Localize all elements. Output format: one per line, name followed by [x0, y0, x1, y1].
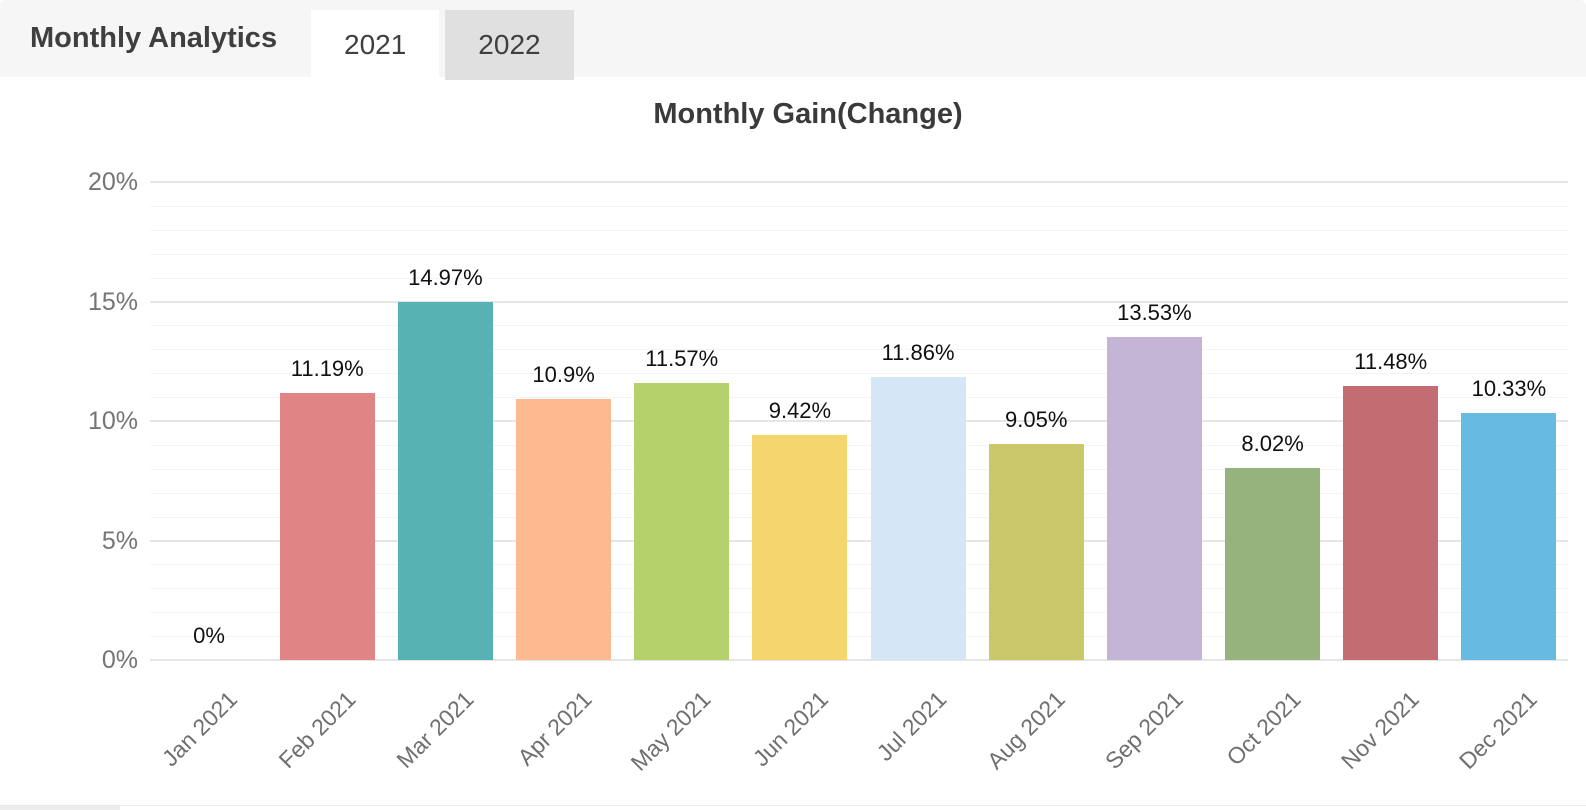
x-axis-label: Jun 2021: [748, 686, 834, 772]
header-bar: Monthly Analytics 2021 2022: [0, 0, 1586, 80]
bar-sep-2021[interactable]: [1106, 336, 1202, 660]
bar-value-label: 0%: [193, 623, 225, 648]
minor-gridline: [150, 492, 1568, 494]
x-axis-label: Nov 2021: [1336, 686, 1425, 775]
major-gridline: [150, 659, 1568, 661]
bar-dec-2021[interactable]: [1461, 413, 1557, 660]
bar-value-label: 13.53%: [1117, 299, 1192, 325]
bar-value-label: 9.05%: [1005, 406, 1068, 432]
x-axis-label: May 2021: [625, 686, 716, 776]
x-axis-label: Apr 2021: [512, 686, 597, 771]
minor-gridline: [150, 516, 1568, 518]
bar-apr-2021[interactable]: [516, 399, 612, 660]
y-axis-label: 15%: [87, 287, 138, 316]
bar-value-label: 14.97%: [408, 265, 483, 291]
y-axis-label: 0%: [101, 646, 138, 674]
bar-aug-2021[interactable]: [988, 443, 1084, 660]
minor-gridline: [150, 229, 1568, 231]
chart-title: Monthly Gain(Change): [653, 98, 963, 130]
x-axis-label: Mar 2021: [391, 686, 479, 774]
year-tabs: 2021 2022: [311, 10, 574, 80]
minor-gridline: [150, 636, 1568, 638]
x-axis-label: Sep 2021: [1099, 686, 1188, 775]
bar-jun-2021[interactable]: [752, 434, 848, 660]
bar-nov-2021[interactable]: [1343, 385, 1439, 660]
bar-value-label: 8.02%: [1241, 431, 1304, 457]
minor-gridline: [150, 444, 1568, 446]
y-axis-label: 10%: [87, 407, 138, 435]
major-gridline: [150, 300, 1568, 303]
bottom-divider: [0, 805, 1586, 806]
bar-jul-2021[interactable]: [870, 376, 966, 660]
x-axis-label: Dec 2021: [1454, 686, 1543, 775]
bottom-left-strip: [0, 805, 120, 810]
minor-gridline: [150, 612, 1568, 614]
tab-2021[interactable]: 2021: [311, 10, 440, 80]
major-gridline: [150, 181, 1568, 183]
minor-gridline: [150, 373, 1568, 375]
page-title: Monthly Analytics: [30, 22, 278, 54]
bar-value-label: 10.9%: [532, 362, 595, 388]
bar-value-label: 10.33%: [1471, 376, 1547, 402]
y-axis-label: 20%: [87, 168, 138, 196]
minor-gridline: [150, 468, 1568, 470]
major-gridline: [150, 539, 1568, 542]
bar-value-label: 11.57%: [645, 346, 719, 372]
minor-gridline: [150, 564, 1568, 566]
x-axis-label: Aug 2021: [981, 686, 1070, 775]
bar-may-2021[interactable]: [634, 383, 730, 660]
bar-oct-2021[interactable]: [1225, 468, 1321, 660]
minor-gridline: [150, 253, 1568, 255]
minor-gridline: [150, 588, 1568, 590]
y-axis-label: 5%: [101, 526, 138, 555]
bar-value-label: 9.42%: [768, 397, 832, 423]
minor-gridline: [150, 349, 1568, 351]
major-gridline: [150, 420, 1568, 422]
minor-gridline: [150, 277, 1568, 279]
minor-gridline: [150, 325, 1568, 327]
bar-mar-2021[interactable]: [397, 302, 493, 660]
minor-gridline: [150, 397, 1568, 399]
x-axis-label: Oct 2021: [1221, 686, 1306, 771]
bar-value-label: 11.48%: [1354, 348, 1428, 374]
tab-2022[interactable]: 2022: [445, 10, 574, 80]
bar-value-label: 11.86%: [881, 339, 955, 365]
x-axis-label: Jul 2021: [871, 686, 952, 766]
x-axis-label: Jan 2021: [157, 686, 243, 772]
bar-feb-2021[interactable]: [279, 392, 375, 660]
bar-value-label: 11.19%: [290, 355, 364, 381]
x-axis-label: Feb 2021: [273, 686, 361, 774]
minor-gridline: [150, 205, 1568, 207]
